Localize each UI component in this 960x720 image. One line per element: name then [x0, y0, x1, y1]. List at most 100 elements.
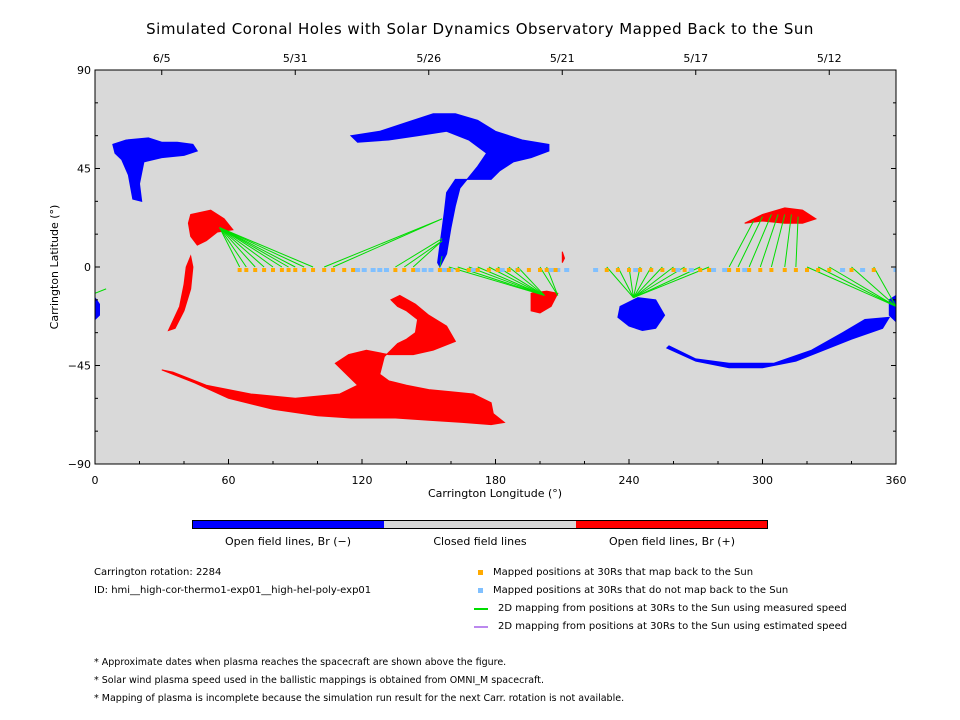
y-tick-label: 90	[77, 64, 91, 77]
mapped-position-marker	[604, 268, 609, 272]
mapped-position-marker	[615, 268, 620, 272]
mapping-line	[539, 266, 559, 296]
top-date-label: 5/26	[416, 52, 441, 65]
coronal-hole-negative	[349, 113, 550, 269]
x-axis-label: Carrington Longitude (°)	[428, 487, 562, 500]
unmapped-square-icon	[478, 588, 483, 593]
plot-background	[95, 70, 896, 464]
mapped-position-marker	[627, 268, 631, 272]
mapping-line	[633, 266, 663, 298]
mapped-position-marker	[446, 268, 451, 272]
mapping-line	[632, 266, 641, 298]
mapped-position-marker	[506, 268, 511, 272]
mapped-position-marker	[736, 268, 741, 272]
mapped-position-marker	[411, 268, 416, 272]
unmapped-position-marker	[840, 268, 846, 272]
top-date-label: 5/21	[550, 52, 575, 65]
mapped-position-marker	[805, 268, 809, 272]
legend-mapped: Mapped positions at 30Rs that map back t…	[478, 567, 753, 578]
mapping-line	[617, 266, 634, 298]
mapping-line	[219, 227, 289, 268]
mapped-position-marker	[402, 268, 407, 272]
mapped-position-marker	[279, 268, 284, 272]
mapping-line	[219, 227, 247, 268]
top-date-label: 6/5	[153, 52, 171, 65]
unmapped-position-marker	[688, 268, 694, 272]
carrington-rotation: Carrington rotation: 2284	[94, 567, 222, 578]
mapping-line	[633, 266, 674, 299]
top-date-label: 5/31	[283, 52, 308, 65]
mapped-position-marker	[495, 268, 500, 272]
mapping-line	[439, 255, 443, 268]
coronal-hole-positive	[187, 209, 234, 246]
y-tick-label: 45	[77, 163, 91, 176]
mapped-positions	[237, 268, 896, 272]
mapping-line	[219, 227, 256, 268]
mapped-position-marker	[271, 268, 275, 272]
mapped-position-marker	[351, 268, 356, 272]
colorbar-label-negative: Open field lines, Br (−)	[224, 535, 352, 548]
unmapped-position-marker	[593, 268, 599, 272]
mapped-position-marker	[293, 268, 298, 272]
top-date-label: 5/17	[683, 52, 708, 65]
unmapped-position-marker	[421, 268, 427, 272]
mapped-position-marker	[660, 268, 665, 272]
x-tick-label: 120	[352, 474, 373, 487]
coronal-hole-negative	[95, 296, 100, 321]
mapped-position-marker	[793, 268, 798, 272]
coronal-hole-negative	[617, 297, 666, 332]
mapped-position-marker	[671, 268, 676, 272]
mapped-position-marker	[698, 268, 703, 272]
mapped-position-marker	[526, 268, 531, 272]
y-axis-label: Carrington Latitude (°)	[48, 205, 61, 330]
chart-plot: 0 60 120 180 240 300 360 −90 −45 0 45 90 6/5 5/31 5/26…	[48, 52, 907, 500]
mapping-line	[323, 218, 443, 268]
mapped-position-marker	[727, 268, 732, 272]
unmapped-position-marker	[441, 268, 447, 272]
mapped-position-marker	[237, 268, 242, 272]
mapped-position-marker	[302, 268, 307, 272]
x-tick-label: 0	[92, 474, 99, 487]
mapping-line	[412, 240, 443, 268]
mapping-line	[517, 266, 545, 296]
x-tick-label: 60	[222, 474, 236, 487]
unmapped-position-marker	[499, 268, 505, 272]
mapping-line	[873, 266, 896, 307]
mapped-square-icon	[478, 570, 483, 575]
y-tick-label: −45	[68, 360, 91, 373]
unmapped-position-marker	[470, 268, 476, 272]
mapping-line	[728, 220, 755, 268]
colorbar-segment-closed	[384, 521, 576, 528]
mapped-position-marker	[682, 268, 687, 272]
mapping-line	[332, 218, 443, 268]
mapping-line	[219, 227, 265, 268]
mapping-line	[633, 266, 652, 298]
top-date-label: 5/12	[817, 52, 842, 65]
unmapped-position-marker	[711, 268, 717, 272]
unmapped-position-marker	[633, 268, 639, 272]
mapped-position-marker	[782, 268, 787, 272]
unmapped-position-marker	[415, 268, 421, 272]
mapping-line	[95, 288, 107, 294]
x-tick-label: 360	[886, 474, 907, 487]
mapped-position-marker	[331, 268, 336, 272]
colorbar-label-positive: Open field lines, Br (+)	[608, 535, 736, 548]
mapped-position-marker	[758, 268, 763, 272]
mapped-position-marker	[466, 268, 471, 272]
mapped-position-marker	[538, 268, 542, 272]
footnote-3: * Mapping of plasma is incomplete becaus…	[94, 693, 625, 704]
mapping-line	[219, 227, 314, 268]
mapping-line	[219, 227, 274, 268]
footnote-1: * Approximate dates when plasma reaches …	[94, 657, 507, 668]
measured-line-icon	[474, 607, 488, 610]
mapping-line	[219, 227, 305, 268]
unmapped-position-marker	[548, 268, 554, 272]
mapping-line	[784, 214, 792, 268]
colorbar-segment-negative	[193, 521, 385, 528]
unmapped-position-marker	[361, 268, 367, 272]
mapped-position-marker	[455, 268, 460, 272]
unmapped-position-marker	[893, 268, 896, 272]
legend-measured-label: 2D mapping from positions at 30Rs to the…	[498, 603, 847, 614]
coronal-hole-negative	[112, 137, 199, 202]
mapped-position-marker	[515, 268, 520, 272]
